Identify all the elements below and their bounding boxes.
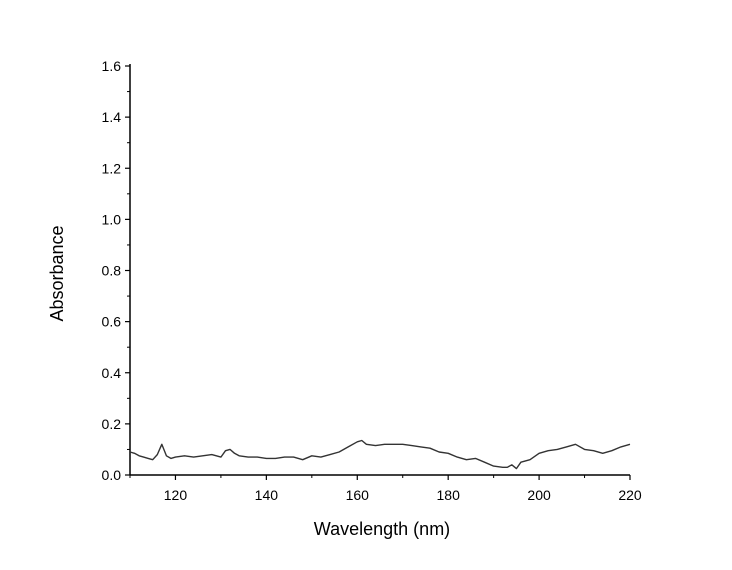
y-tick-label: 0.4 xyxy=(102,365,122,381)
y-tick-label: 0.0 xyxy=(102,467,122,483)
x-axis-title: Wavelength (nm) xyxy=(314,519,450,539)
y-axis-title: Absorbance xyxy=(47,225,67,321)
x-tick-label: 220 xyxy=(618,487,642,503)
y-tick-label: 1.4 xyxy=(102,109,122,125)
y-tick-label: 1.6 xyxy=(102,58,122,74)
y-tick-label: 1.2 xyxy=(102,160,122,176)
plot-area: 0.0 0.2 0.4 0.6 0.8 1.0 1.2 1.4 1.6 120 140 160 180 2… xyxy=(47,58,642,539)
absorbance-series-line xyxy=(129,439,631,470)
y-tick-label: 0.8 xyxy=(102,263,122,279)
y-tick-label: 0.2 xyxy=(102,416,122,432)
x-tick-label: 120 xyxy=(164,487,188,503)
x-tick-label: 180 xyxy=(437,487,461,503)
y-tick-label: 1.0 xyxy=(102,211,122,227)
y-tick-label: 0.6 xyxy=(102,314,122,330)
x-tick-label: 140 xyxy=(255,487,279,503)
x-tick-label: 200 xyxy=(527,487,551,503)
x-tick-label: 160 xyxy=(346,487,370,503)
